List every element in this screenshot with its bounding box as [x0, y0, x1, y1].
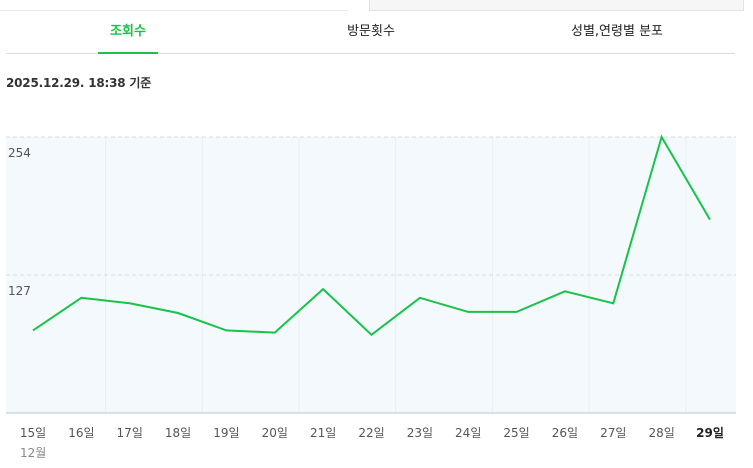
- x-tick-label: 25일: [503, 426, 529, 440]
- x-tick-label: 26일: [552, 426, 578, 440]
- tab-visits[interactable]: 방문횟수: [347, 24, 395, 39]
- tab-bar: 조회수 방문횟수 성별,연령별 분포: [6, 17, 735, 54]
- x-tick-label: 15일: [20, 426, 46, 440]
- horizontal-grid: [6, 136, 736, 276]
- y-tick-labels: 254 127: [8, 146, 31, 298]
- basis-timestamp: 2025.12.29. 18:38 기준: [6, 76, 152, 90]
- top-left-panel: [0, 0, 348, 11]
- x-tick-label: 16일: [68, 426, 94, 440]
- x-tick-label: 27일: [600, 426, 626, 440]
- x-tick-label: 17일: [117, 426, 143, 440]
- x-tick-label: 21일: [310, 426, 336, 440]
- x-tick-labels: 15일 16일 17일 18일 19일 20일 21일 22일 23일 24일 25일 26일 27일 2…: [20, 426, 724, 440]
- line-chart: 254 127 15일 16일 17일 18일 19일 20일 21일 22일 23일 24일 25일…: [6, 134, 736, 440]
- x-tick-label: 19일: [213, 426, 239, 440]
- y-tick-label: 127: [8, 284, 31, 298]
- x-tick-label: 22일: [358, 426, 384, 440]
- month-label: 12월: [20, 446, 47, 460]
- top-strip: [0, 0, 753, 12]
- y-tick-label: 254: [8, 146, 31, 160]
- tab-views[interactable]: 조회수: [98, 17, 158, 54]
- top-right-panel: [369, 0, 744, 11]
- x-tick-label: 28일: [648, 426, 674, 440]
- tab-gender-age-distribution[interactable]: 성별,연령별 분포: [571, 24, 663, 39]
- x-tick-label: 20일: [262, 426, 288, 440]
- x-tick-label: 24일: [455, 426, 481, 440]
- x-tick-label: 18일: [165, 426, 191, 440]
- series-line: [32, 134, 711, 337]
- x-tick-label: 23일: [407, 426, 433, 440]
- x-tick-label: 29일: [696, 426, 724, 440]
